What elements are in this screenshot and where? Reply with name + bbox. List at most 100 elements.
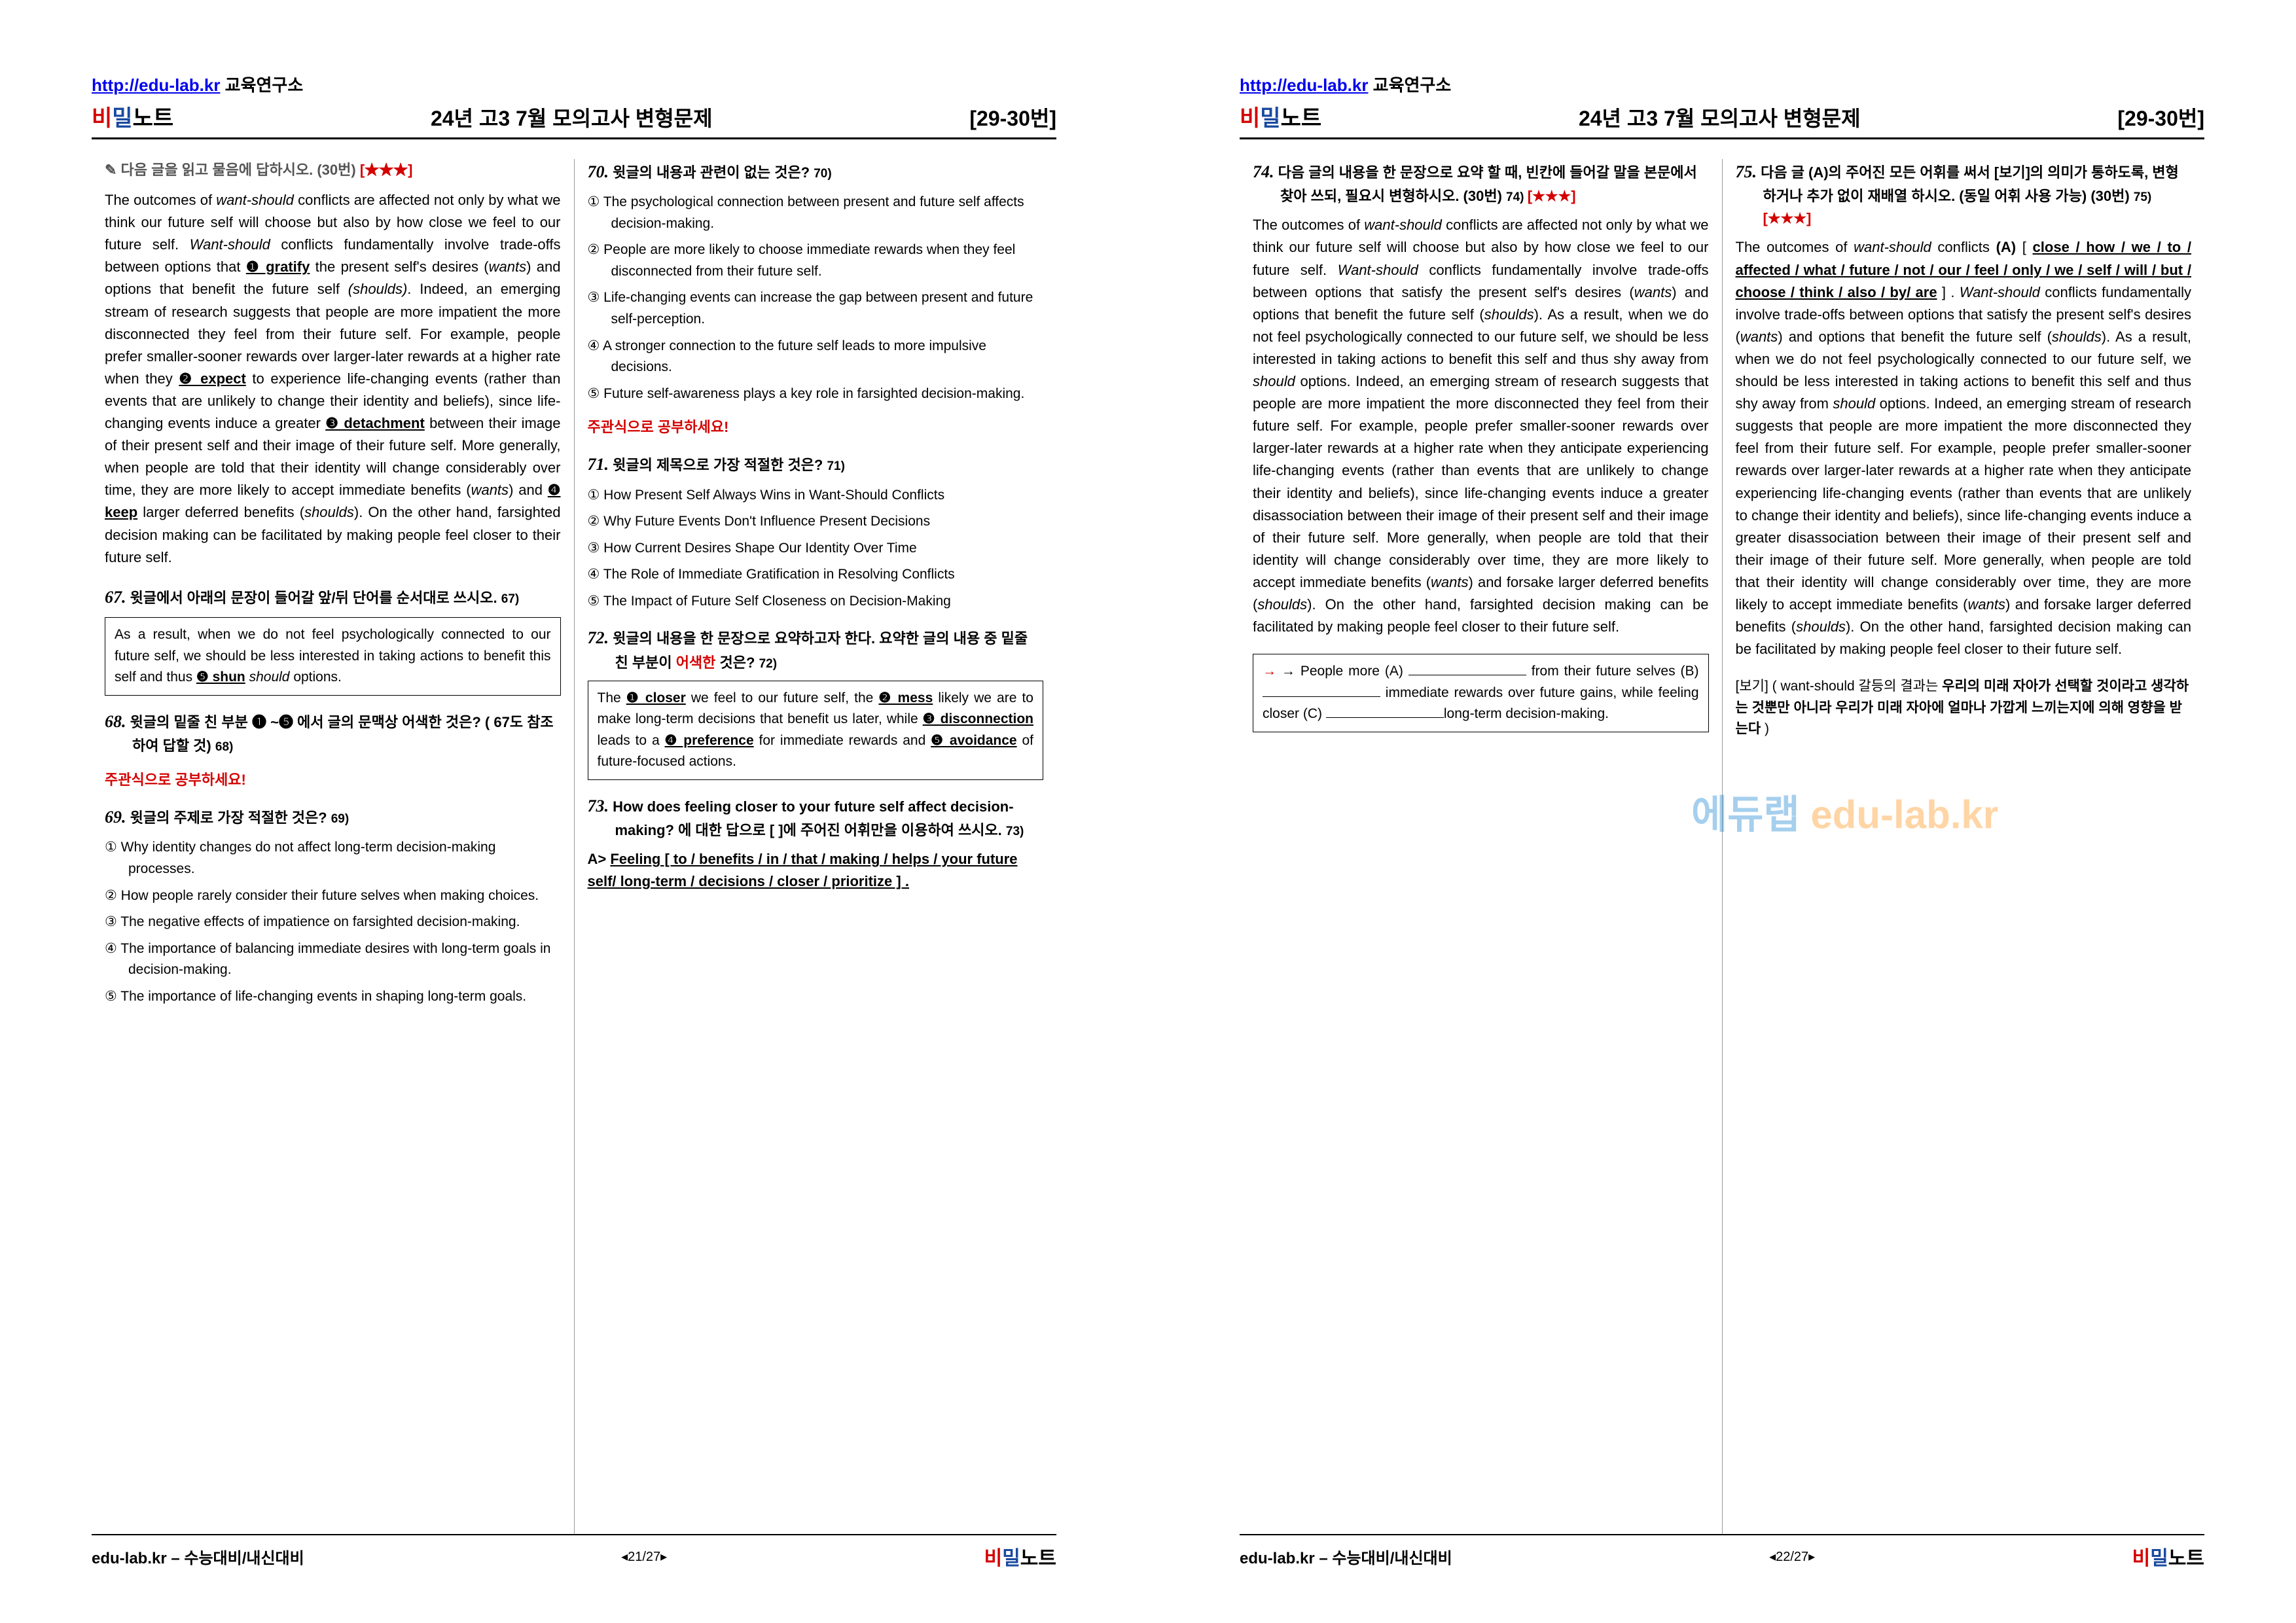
exam-title: 24년 고3 7월 모의고사 변형문제 [431,102,713,132]
choice-item[interactable]: ④ The importance of balancing immediate … [105,938,561,981]
box-74: → → People more (A) from their future se… [1253,654,1709,732]
brand-part: 밀 [2150,1548,2168,1569]
q71-choices: ① How Present Self Always Wins in Want-S… [588,485,1044,613]
q-text: 윗글에서 아래의 문장이 들어갈 앞/뒤 단어를 순서대로 쓰시오. [126,590,501,606]
difficulty-stars: [★★★] [360,162,413,178]
q-ref: 72) [759,657,777,671]
brand-part: 노트 [1020,1548,1056,1569]
brand-part: 비 [2132,1548,2151,1569]
q69: 69. 윗글의 주제로 가장 적절한 것은? 69) [105,804,561,830]
choice-item[interactable]: ② People are more likely to choose immed… [588,240,1044,282]
choice-item[interactable]: ③ Life-changing events can increase the … [588,287,1044,330]
q69-choices: ① Why identity changes do not affect lon… [105,837,561,1007]
choice-item[interactable]: ① Why identity changes do not affect lon… [105,837,561,880]
fill-text: selves (B) [1636,664,1698,679]
q73-answer: A> Feeling [ to / benefits / in / that /… [588,848,1044,893]
answer-prefix: A> [588,851,611,867]
header-link[interactable]: http://edu-lab.kr [1240,75,1368,95]
q73: 73. How does feeling closer to your futu… [588,793,1044,842]
choice-item[interactable]: ② Why Future Events Don't Influence Pres… [588,511,1044,533]
difficulty-stars: [★★★] [1528,188,1576,204]
hint-text: [보기] ( want-should 갈등의 결과는 [1736,679,1943,694]
fill-text: → People more (A) [1282,664,1408,679]
footer-brand: 비밀노트 [984,1542,1056,1571]
choice-item[interactable]: ③ How Current Desires Shape Our Identity… [588,538,1044,560]
q-ref: 69) [331,812,349,826]
q-number: 72. [588,628,609,647]
hint-text: ) [1761,721,1769,736]
box-72: The ❶ closer we feel to our future self,… [588,681,1044,780]
question-range: [29-30번] [969,102,1056,132]
q-ref: 70) [814,167,831,181]
footer-left: edu-lab.kr – 수능대비/내신대비 [1240,1545,1452,1568]
q-text: 다음 글 (A)의 주어진 모든 어휘를 써서 [보기]의 의미가 통하도록, … [1757,164,2179,204]
q-text: 윗글의 내용을 한 문장으로 요약하고자 한다. 요약한 글의 내용 중 밑줄 … [609,630,1028,670]
passage-74: The outcomes of want-should conflicts ar… [1253,214,1709,638]
q72: 72. 윗글의 내용을 한 문장으로 요약하고자 한다. 요약한 글의 내용 중… [588,625,1044,673]
header: http://edu-lab.kr 교육연구소 [92,72,1056,96]
title-row: 비밀노트 24년 고3 7월 모의고사 변형문제 [29-30번] [1240,100,2204,139]
answer-scramble: Feeling [ to / benefits / in / that / ma… [588,851,1018,889]
fill-text: (C) [1303,706,1326,721]
q68: 68. 윗글의 밑줄 친 부분 ❶ ~❺ 에서 글의 문맥상 어색한 것은? (… [105,709,561,757]
choice-item[interactable]: ① The psychological connection between p… [588,192,1044,234]
footer-brand: 비밀노트 [2132,1542,2204,1571]
page-2: 에듀랩 edu-lab.kr http://edu-lab.kr 교육연구소 비… [1148,0,2296,1623]
q-number: 71. [588,455,609,474]
header: http://edu-lab.kr 교육연구소 [1240,72,2204,96]
subjective-note: 주관식으로 공부하세요! [588,416,1044,438]
brand-part: 비 [92,106,112,131]
q74: 74. 다음 글의 내용을 한 문장으로 요약 할 때, 빈칸에 들어갈 말을 … [1253,159,1709,207]
choice-item[interactable]: ⑤ The importance of life-changing events… [105,986,561,1008]
footer: edu-lab.kr – 수능대비/내신대비 ◂21/27▸ 비밀노트 [92,1534,1056,1571]
footer-page: ◂22/27▸ [1769,1548,1815,1565]
q-text-highlight: 어색한 [676,654,716,671]
footer: edu-lab.kr – 수능대비/내신대비 ◂22/27▸ 비밀노트 [1240,1534,2204,1571]
columns: 74. 다음 글의 내용을 한 문장으로 요약 할 때, 빈칸에 들어갈 말을 … [1240,159,2204,1534]
q75: 75. 다음 글 (A)의 주어진 모든 어휘를 써서 [보기]의 의미가 통하… [1736,159,2192,230]
q-number: 73. [588,796,609,815]
fill-text: from their future [1526,664,1631,679]
choice-item[interactable]: ⑤ The Impact of Future Self Closeness on… [588,591,1044,613]
choice-item[interactable]: ④ A stronger connection to the future se… [588,336,1044,378]
choice-item[interactable]: ⑤ Future self-awareness plays a key role… [588,383,1044,405]
hint-box: [보기] ( want-should 갈등의 결과는 우리의 미래 자아가 선택… [1736,676,2192,740]
page-1: http://edu-lab.kr 교육연구소 비밀노트 24년 고3 7월 모… [0,0,1148,1623]
column-left: 74. 다음 글의 내용을 한 문장으로 요약 할 때, 빈칸에 들어갈 말을 … [1240,159,1722,1534]
brand-part: 비 [984,1548,1003,1569]
passage-main: The outcomes of want-should conflicts ar… [105,189,561,569]
question-range: [29-30번] [2117,102,2204,132]
brand-part: 비 [1240,106,1260,131]
q-number: 75. [1736,162,1757,181]
choice-item[interactable]: ① How Present Self Always Wins in Want-S… [588,485,1044,507]
header-suffix: 교육연구소 [220,75,303,95]
q-text: How does feeling closer to your future s… [609,798,1014,838]
q70-choices: ① The psychological connection between p… [588,192,1044,404]
exam-title: 24년 고3 7월 모의고사 변형문제 [1579,102,1861,132]
brand-logo: 비밀노트 [92,100,173,132]
passage-text: The outcomes of want-should conflicts ar… [1253,217,1709,635]
q-number: 69. [105,808,126,827]
q-number: 74. [1253,162,1274,181]
q67: 67. 윗글에서 아래의 문장이 들어갈 앞/뒤 단어를 순서대로 쓰시오. 6… [105,584,561,611]
subjective-note: 주관식으로 공부하세요! [105,769,561,791]
columns: ✎ 다음 글을 읽고 물음에 답하시오. (30번) [★★★] The out… [92,159,1056,1534]
q-text: 다음 글의 내용을 한 문장으로 요약 할 때, 빈칸에 들어갈 말을 본문에서… [1274,164,1697,204]
q-number: 67. [105,588,126,607]
title-row: 비밀노트 24년 고3 7월 모의고사 변형문제 [29-30번] [92,100,1056,139]
column-right: 70. 윗글의 내용과 관련이 없는 것은? 70) ① The psychol… [574,159,1057,1534]
footer-page: ◂21/27▸ [621,1548,667,1565]
pencil-icon: ✎ 다음 글을 읽고 물음에 답하시오. (30번) [105,162,360,178]
fill-text: long-term decision-making. [1444,706,1609,721]
blank-c[interactable] [1326,717,1444,718]
choice-item[interactable]: ② How people rarely consider their futur… [105,885,561,907]
q-ref: 67) [501,592,519,606]
brand-part: 노트 [133,106,174,131]
brand-part: 노트 [1281,106,1322,131]
header-link[interactable]: http://edu-lab.kr [92,75,220,95]
q-ref: 74) [1506,190,1528,204]
choice-item[interactable]: ④ The Role of Immediate Gratification in… [588,564,1044,586]
q-number: 70. [588,162,609,181]
blank-b[interactable] [1263,696,1380,697]
choice-item[interactable]: ③ The negative effects of impatience on … [105,912,561,933]
